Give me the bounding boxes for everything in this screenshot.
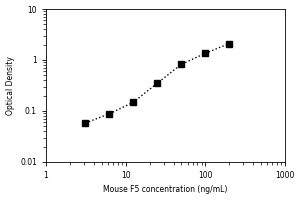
Y-axis label: Optical Density: Optical Density <box>6 56 15 115</box>
X-axis label: Mouse F5 concentration (ng/mL): Mouse F5 concentration (ng/mL) <box>103 185 228 194</box>
